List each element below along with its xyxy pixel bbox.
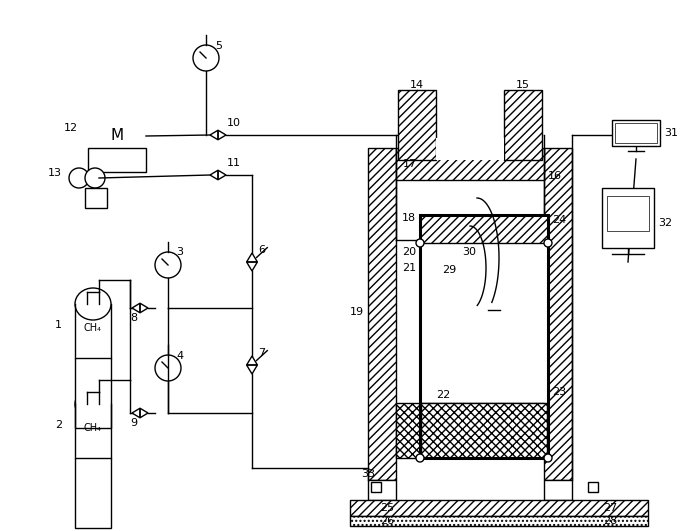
Bar <box>504 90 542 160</box>
Text: 14: 14 <box>410 80 424 90</box>
Bar <box>420 215 548 458</box>
Bar <box>607 196 649 231</box>
Bar <box>588 482 598 492</box>
Text: 8: 8 <box>130 313 137 323</box>
Circle shape <box>155 355 181 381</box>
Text: 24: 24 <box>552 215 566 225</box>
Circle shape <box>193 45 219 71</box>
Text: 32: 32 <box>658 218 672 228</box>
Text: M: M <box>110 129 124 143</box>
Bar <box>420 215 548 458</box>
Text: 2: 2 <box>55 420 62 430</box>
Text: 4: 4 <box>176 351 183 361</box>
Text: 6: 6 <box>258 245 265 255</box>
Circle shape <box>69 168 89 188</box>
Circle shape <box>544 239 552 247</box>
Bar <box>350 500 648 516</box>
Text: 11: 11 <box>227 158 241 168</box>
Text: 18: 18 <box>402 213 416 223</box>
Circle shape <box>544 454 552 462</box>
Text: 7: 7 <box>258 348 265 358</box>
Text: 10: 10 <box>227 118 241 128</box>
Bar <box>368 480 396 500</box>
Bar <box>544 480 572 500</box>
Bar <box>88 148 146 172</box>
Text: 13: 13 <box>48 168 62 178</box>
Text: 16: 16 <box>548 171 562 181</box>
Text: 21: 21 <box>402 263 416 273</box>
Bar <box>75 358 111 428</box>
Text: 26: 26 <box>380 516 394 526</box>
Text: 23: 23 <box>552 387 566 397</box>
Text: 22: 22 <box>436 390 450 400</box>
Bar <box>420 215 548 243</box>
Text: CH₄: CH₄ <box>84 323 102 333</box>
Bar <box>396 148 544 180</box>
Text: 25: 25 <box>380 503 394 513</box>
Bar <box>615 123 657 143</box>
Circle shape <box>416 239 424 247</box>
Bar <box>602 188 654 248</box>
Bar <box>368 148 396 480</box>
Bar <box>436 138 504 160</box>
Text: 33: 33 <box>361 469 375 479</box>
Text: 15: 15 <box>516 80 530 90</box>
Bar <box>350 516 648 526</box>
Text: CH₄: CH₄ <box>84 423 102 433</box>
Text: 20: 20 <box>402 247 416 257</box>
Text: 19: 19 <box>350 307 364 317</box>
Text: 9: 9 <box>130 418 137 428</box>
Text: 17: 17 <box>403 159 417 169</box>
Circle shape <box>85 168 105 188</box>
Text: 12: 12 <box>64 123 78 133</box>
Bar <box>85 188 107 208</box>
Text: 30: 30 <box>462 247 476 257</box>
Text: 29: 29 <box>442 265 456 275</box>
Text: 1: 1 <box>55 320 62 330</box>
Text: 5: 5 <box>215 41 222 51</box>
Bar <box>544 148 572 480</box>
Circle shape <box>155 252 181 278</box>
Bar <box>612 120 660 146</box>
Bar <box>396 403 544 458</box>
Bar <box>398 90 436 160</box>
Text: 27: 27 <box>603 503 617 513</box>
Circle shape <box>416 454 424 462</box>
Bar <box>75 458 111 528</box>
Bar <box>371 482 381 492</box>
Text: 31: 31 <box>664 128 678 138</box>
Text: 3: 3 <box>176 247 183 257</box>
Bar <box>421 403 547 458</box>
Text: 28: 28 <box>603 516 617 526</box>
